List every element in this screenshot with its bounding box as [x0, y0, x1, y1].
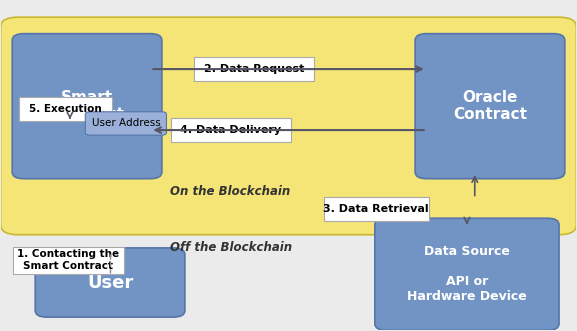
Text: Off the Blockchain: Off the Blockchain	[170, 241, 293, 255]
FancyBboxPatch shape	[35, 248, 185, 317]
Text: Oracle
Contract: Oracle Contract	[453, 90, 527, 122]
FancyBboxPatch shape	[324, 197, 429, 221]
FancyBboxPatch shape	[85, 112, 167, 135]
FancyBboxPatch shape	[18, 97, 113, 121]
Text: 1. Contacting the
Smart Contract: 1. Contacting the Smart Contract	[17, 250, 119, 271]
FancyBboxPatch shape	[1, 17, 576, 235]
FancyBboxPatch shape	[375, 218, 559, 330]
Text: 4. Data Delivery: 4. Data Delivery	[181, 125, 282, 135]
FancyBboxPatch shape	[12, 34, 162, 179]
Text: On the Blockchain: On the Blockchain	[170, 185, 291, 198]
Text: 5. Execution: 5. Execution	[29, 104, 102, 114]
Text: Smart
Contract: Smart Contract	[50, 90, 124, 122]
Text: Data Source

API or
Hardware Device: Data Source API or Hardware Device	[407, 245, 527, 303]
Text: User: User	[87, 273, 133, 292]
Text: 3. Data Retrieval: 3. Data Retrieval	[324, 204, 429, 214]
FancyBboxPatch shape	[415, 34, 565, 179]
Text: User Address: User Address	[92, 118, 160, 128]
FancyBboxPatch shape	[194, 57, 314, 81]
Text: 2. Data Request: 2. Data Request	[204, 64, 304, 74]
FancyBboxPatch shape	[13, 247, 124, 274]
FancyBboxPatch shape	[171, 118, 291, 142]
